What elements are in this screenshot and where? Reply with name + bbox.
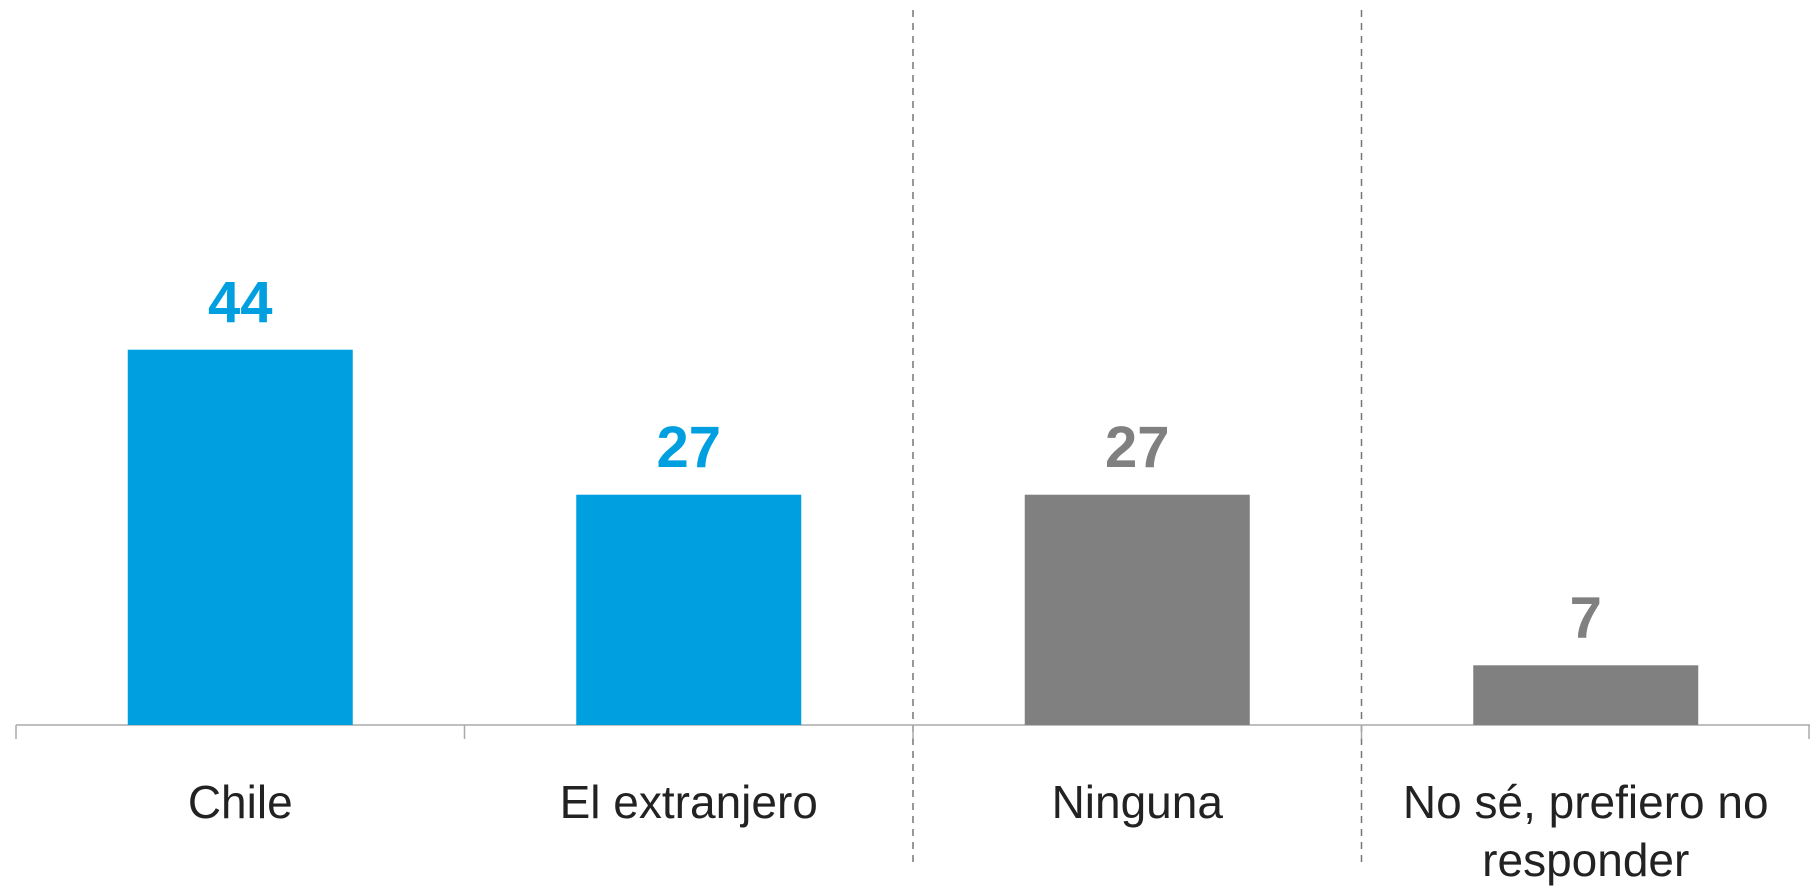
x-label-box: No sé, prefiero no responder	[1402, 776, 1769, 886]
value-label: 7	[1570, 586, 1602, 651]
bar	[576, 494, 802, 725]
x-label-box: El extranjero	[559, 776, 818, 828]
value-label: 44	[208, 270, 273, 335]
value-label: 27	[656, 415, 721, 480]
x-label-box: Ninguna	[1051, 776, 1223, 828]
x-tick-label: El extranjero	[559, 776, 818, 828]
x-tick-label: No sé, prefiero no responder	[1402, 776, 1769, 886]
value-label: 27	[1105, 415, 1170, 480]
x-tick-label: Chile	[187, 776, 293, 828]
x-label-box: Chile	[187, 776, 293, 828]
bar	[1473, 665, 1699, 725]
x-tick-label: Ninguna	[1051, 776, 1223, 828]
bar	[1024, 494, 1250, 725]
bar	[127, 349, 353, 725]
